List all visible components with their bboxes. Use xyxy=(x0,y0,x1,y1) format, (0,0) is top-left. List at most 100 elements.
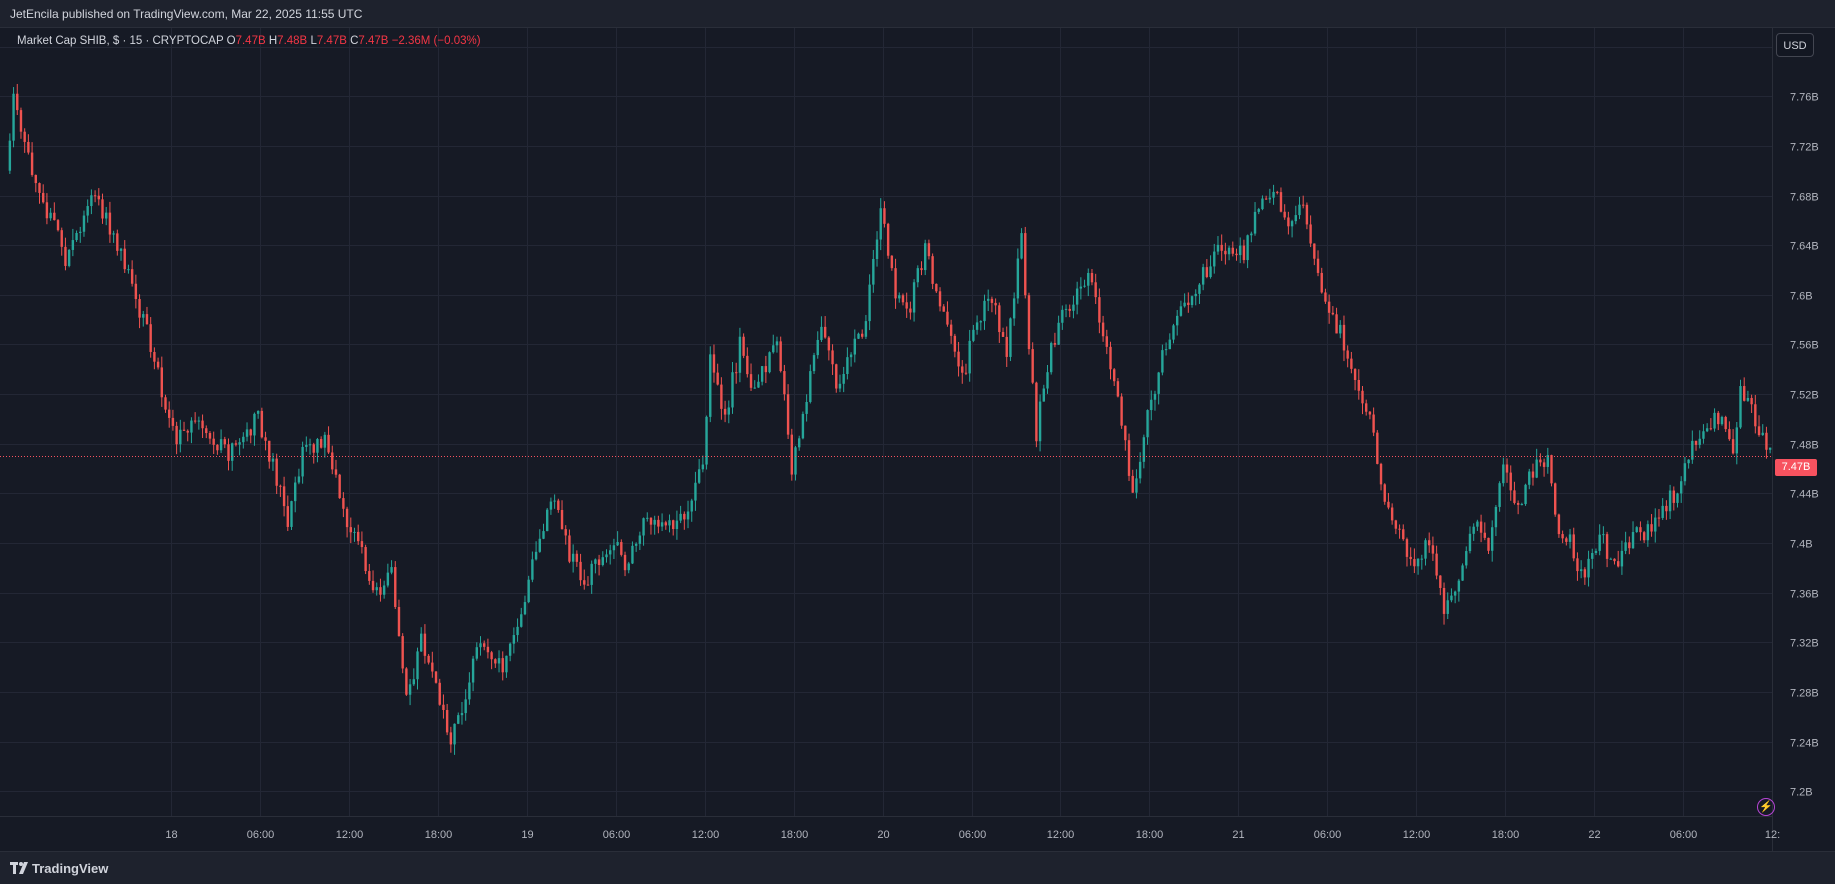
candle-body xyxy=(431,663,433,672)
candle xyxy=(1291,220,1293,238)
candle xyxy=(1083,280,1085,288)
candle xyxy=(1209,255,1211,278)
candle-body xyxy=(1039,402,1041,442)
candle xyxy=(220,429,222,453)
candle-body xyxy=(16,94,18,110)
lightning-icon[interactable]: ⚡ xyxy=(1757,798,1775,816)
currency-button[interactable]: USD xyxy=(1776,33,1814,57)
candle xyxy=(1695,441,1697,451)
candle xyxy=(1487,538,1489,554)
candle-body xyxy=(1317,259,1319,273)
candle-body xyxy=(227,444,229,461)
candle xyxy=(379,579,381,602)
candle xyxy=(1206,259,1208,278)
candle xyxy=(1020,228,1022,259)
candle xyxy=(513,627,515,653)
candle xyxy=(735,363,737,384)
y-tick-label: 7.4B xyxy=(1790,539,1813,551)
candle xyxy=(342,492,344,517)
candle xyxy=(1636,526,1638,533)
candle xyxy=(931,253,933,289)
candle-body xyxy=(172,418,174,426)
candle-body xyxy=(331,452,333,469)
candle xyxy=(1302,196,1304,209)
candle-body xyxy=(1739,386,1741,427)
candlestick-chart[interactable]: 7.2B7.24B7.28B7.32B7.36B7.4B7.44B7.48B7.… xyxy=(0,28,1835,851)
candle xyxy=(1424,538,1426,565)
candle xyxy=(579,554,581,586)
candle-body xyxy=(1424,540,1426,558)
symbol-info[interactable]: Market Cap SHIB, $ · 15 · CRYPTOCAP xyxy=(17,35,223,47)
candle xyxy=(1387,493,1389,509)
footer-brand[interactable]: TradingView xyxy=(32,861,108,876)
candle xyxy=(1613,558,1615,564)
candle xyxy=(531,552,533,583)
candle xyxy=(98,188,100,205)
candle-body xyxy=(1339,325,1341,334)
candle xyxy=(1072,296,1074,319)
candle xyxy=(550,498,552,515)
candle xyxy=(613,539,615,559)
candle xyxy=(1554,483,1556,517)
candle-body xyxy=(1258,209,1260,212)
candle xyxy=(983,295,985,330)
candle xyxy=(1539,453,1541,466)
candle xyxy=(1335,308,1337,334)
candle-body xyxy=(142,314,144,318)
candle xyxy=(1398,524,1400,538)
candle-body xyxy=(1117,381,1119,396)
candle xyxy=(1443,583,1445,625)
candle xyxy=(442,694,444,718)
candle xyxy=(1002,328,1004,337)
candle-body xyxy=(461,713,463,715)
candle-body xyxy=(53,213,55,220)
candle-body xyxy=(1343,325,1345,351)
candle xyxy=(1295,206,1297,224)
candle xyxy=(817,331,819,358)
candle xyxy=(1235,249,1237,261)
candle-body xyxy=(661,522,663,526)
candle-body xyxy=(857,334,859,339)
candle xyxy=(1543,459,1545,477)
candle-body xyxy=(168,410,170,418)
candle xyxy=(1254,202,1256,236)
candle xyxy=(1091,269,1093,285)
chart-legend: Market Cap SHIB, $ · 15 · CRYPTOCAP O7.4… xyxy=(17,35,481,47)
candle xyxy=(1621,541,1623,575)
candle xyxy=(1261,195,1263,210)
candle xyxy=(46,193,48,224)
candle xyxy=(1298,197,1300,219)
candle-body xyxy=(27,142,29,153)
candle-body xyxy=(909,309,911,313)
candle xyxy=(1528,469,1530,489)
tradingview-logo-icon[interactable] xyxy=(10,862,30,874)
candle xyxy=(175,422,177,454)
candle xyxy=(787,384,789,439)
candle-body xyxy=(1561,534,1563,538)
candle-body xyxy=(1254,212,1256,234)
candle xyxy=(394,561,396,609)
candle xyxy=(679,506,681,523)
candle xyxy=(1732,429,1734,454)
candle-body xyxy=(1687,460,1689,464)
candle xyxy=(1346,345,1348,367)
candle xyxy=(1606,532,1608,567)
candle-body xyxy=(1220,245,1222,251)
candle xyxy=(439,679,441,706)
candle-body xyxy=(457,715,459,724)
candle-body xyxy=(1498,483,1500,507)
candle-body xyxy=(728,407,730,414)
candle-body xyxy=(1495,507,1497,527)
y-tick-label: 7.76B xyxy=(1790,92,1819,104)
candle xyxy=(553,494,555,508)
candle-body xyxy=(624,555,626,570)
candle xyxy=(1328,295,1330,324)
candle-body xyxy=(1491,527,1493,551)
candle-body xyxy=(413,679,415,684)
candle xyxy=(272,453,274,471)
candle-body xyxy=(476,647,478,658)
candle-body xyxy=(1624,542,1626,551)
candle-body xyxy=(194,421,196,422)
candle xyxy=(1584,567,1586,585)
candle-body xyxy=(1517,503,1519,505)
